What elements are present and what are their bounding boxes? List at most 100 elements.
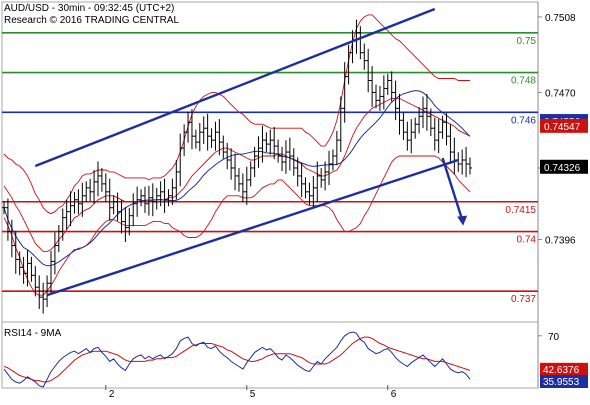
price-bar xyxy=(264,132,269,152)
price-bar xyxy=(311,176,316,208)
price-bar xyxy=(119,199,124,234)
price-bar xyxy=(283,140,288,174)
price-bar xyxy=(201,116,206,144)
price-bar xyxy=(99,168,104,192)
price-bar xyxy=(233,153,238,191)
price-badge-bg xyxy=(540,159,588,174)
price-bar xyxy=(41,282,46,314)
price-bar xyxy=(370,66,375,107)
price-bar xyxy=(272,127,277,160)
price-bar xyxy=(385,73,390,96)
price-bar xyxy=(88,178,93,201)
price-bar xyxy=(389,71,394,102)
price-bar xyxy=(381,75,386,110)
price-bar xyxy=(217,119,222,156)
price-bar xyxy=(13,231,18,274)
price-bar xyxy=(197,123,202,152)
price-bar xyxy=(229,148,234,180)
price-bar xyxy=(393,80,398,121)
channel-upper-line xyxy=(34,7,436,168)
price-bar xyxy=(48,250,53,294)
price-bar xyxy=(92,170,97,204)
bollinger-upper-line xyxy=(3,14,470,215)
price-bar xyxy=(244,166,249,205)
price-bar xyxy=(29,256,34,282)
price-bar xyxy=(342,62,347,123)
price-bar xyxy=(154,187,159,210)
price-bar xyxy=(252,146,257,178)
price-bar xyxy=(52,232,57,275)
chart-header-line2: Research © 2016 TRADING CENTRAL xyxy=(4,15,179,26)
price-bar xyxy=(5,198,10,241)
level-label-4: 0.74 xyxy=(517,235,537,246)
rsi-badge-label: 42.6376 xyxy=(543,365,580,376)
rsi-badge-bg xyxy=(540,375,588,388)
level-label-5: 0.737 xyxy=(511,294,536,305)
price-bar xyxy=(80,182,85,217)
level-label-0: 0.75 xyxy=(517,36,537,47)
price-bar xyxy=(221,135,226,159)
price-bar xyxy=(256,136,261,168)
projection-arrow-shaft xyxy=(441,157,464,220)
price-bar xyxy=(464,146,469,178)
price-badge-label: 0.74326 xyxy=(544,163,581,174)
price-bar xyxy=(123,207,128,243)
price-axis-label: 0.7470 xyxy=(545,88,576,99)
price-bar xyxy=(409,119,414,154)
bollinger-middle-line xyxy=(3,97,471,252)
price-bar xyxy=(307,182,312,205)
price-bar xyxy=(25,250,30,287)
price-bar xyxy=(193,129,198,149)
price-axis-layer: 0.75080.74700.74320.73960.745560.745470.… xyxy=(538,13,588,247)
price-bar xyxy=(225,142,230,170)
price-bar xyxy=(33,266,38,297)
price-bar xyxy=(21,256,26,284)
price-bar xyxy=(428,108,433,137)
trend-channel-layer xyxy=(34,7,468,297)
price-bar xyxy=(68,191,73,227)
rsi-badge-bg xyxy=(540,362,588,376)
price-bar xyxy=(56,225,61,253)
price-bar xyxy=(178,133,183,187)
price-bar xyxy=(315,161,320,203)
price-bar xyxy=(146,185,151,216)
price-bar xyxy=(338,96,343,152)
moving-average-line xyxy=(3,90,471,267)
price-bar xyxy=(60,208,65,241)
price-bar xyxy=(115,192,120,221)
price-bar xyxy=(205,113,210,151)
price-bar xyxy=(436,119,441,154)
price-bar xyxy=(127,207,132,236)
rsi-line xyxy=(3,331,471,388)
price-bar xyxy=(362,43,367,70)
level-label-1: 0.748 xyxy=(511,76,536,87)
level-labels-layer: 0.75 0.748 0.746 0.7415 0.74 0.737 xyxy=(505,36,536,305)
price-bar xyxy=(2,201,6,215)
price-bar xyxy=(413,117,418,139)
price-bar xyxy=(182,124,187,156)
level-label-3: 0.7415 xyxy=(505,205,536,216)
price-bar xyxy=(84,181,89,203)
price-bar xyxy=(358,26,363,60)
rsi-ma-line xyxy=(3,336,471,383)
price-bar xyxy=(186,111,191,143)
price-bar xyxy=(170,178,175,205)
price-bar xyxy=(72,191,77,214)
price-bar xyxy=(189,109,194,150)
channel-lower-line xyxy=(46,158,459,297)
moving-average-layer xyxy=(3,90,471,267)
price-bar xyxy=(421,96,426,129)
price-bar xyxy=(174,160,179,200)
time-axis-label: 2 xyxy=(109,389,115,400)
price-bar xyxy=(45,275,50,308)
price-bar xyxy=(330,149,335,171)
price-bar xyxy=(135,186,140,217)
price-bar xyxy=(162,178,167,213)
price-bar xyxy=(76,189,81,215)
price-bar xyxy=(158,181,163,207)
price-bar xyxy=(417,107,422,134)
price-bar xyxy=(323,161,328,191)
price-bar xyxy=(319,168,324,188)
price-bar xyxy=(303,177,308,199)
